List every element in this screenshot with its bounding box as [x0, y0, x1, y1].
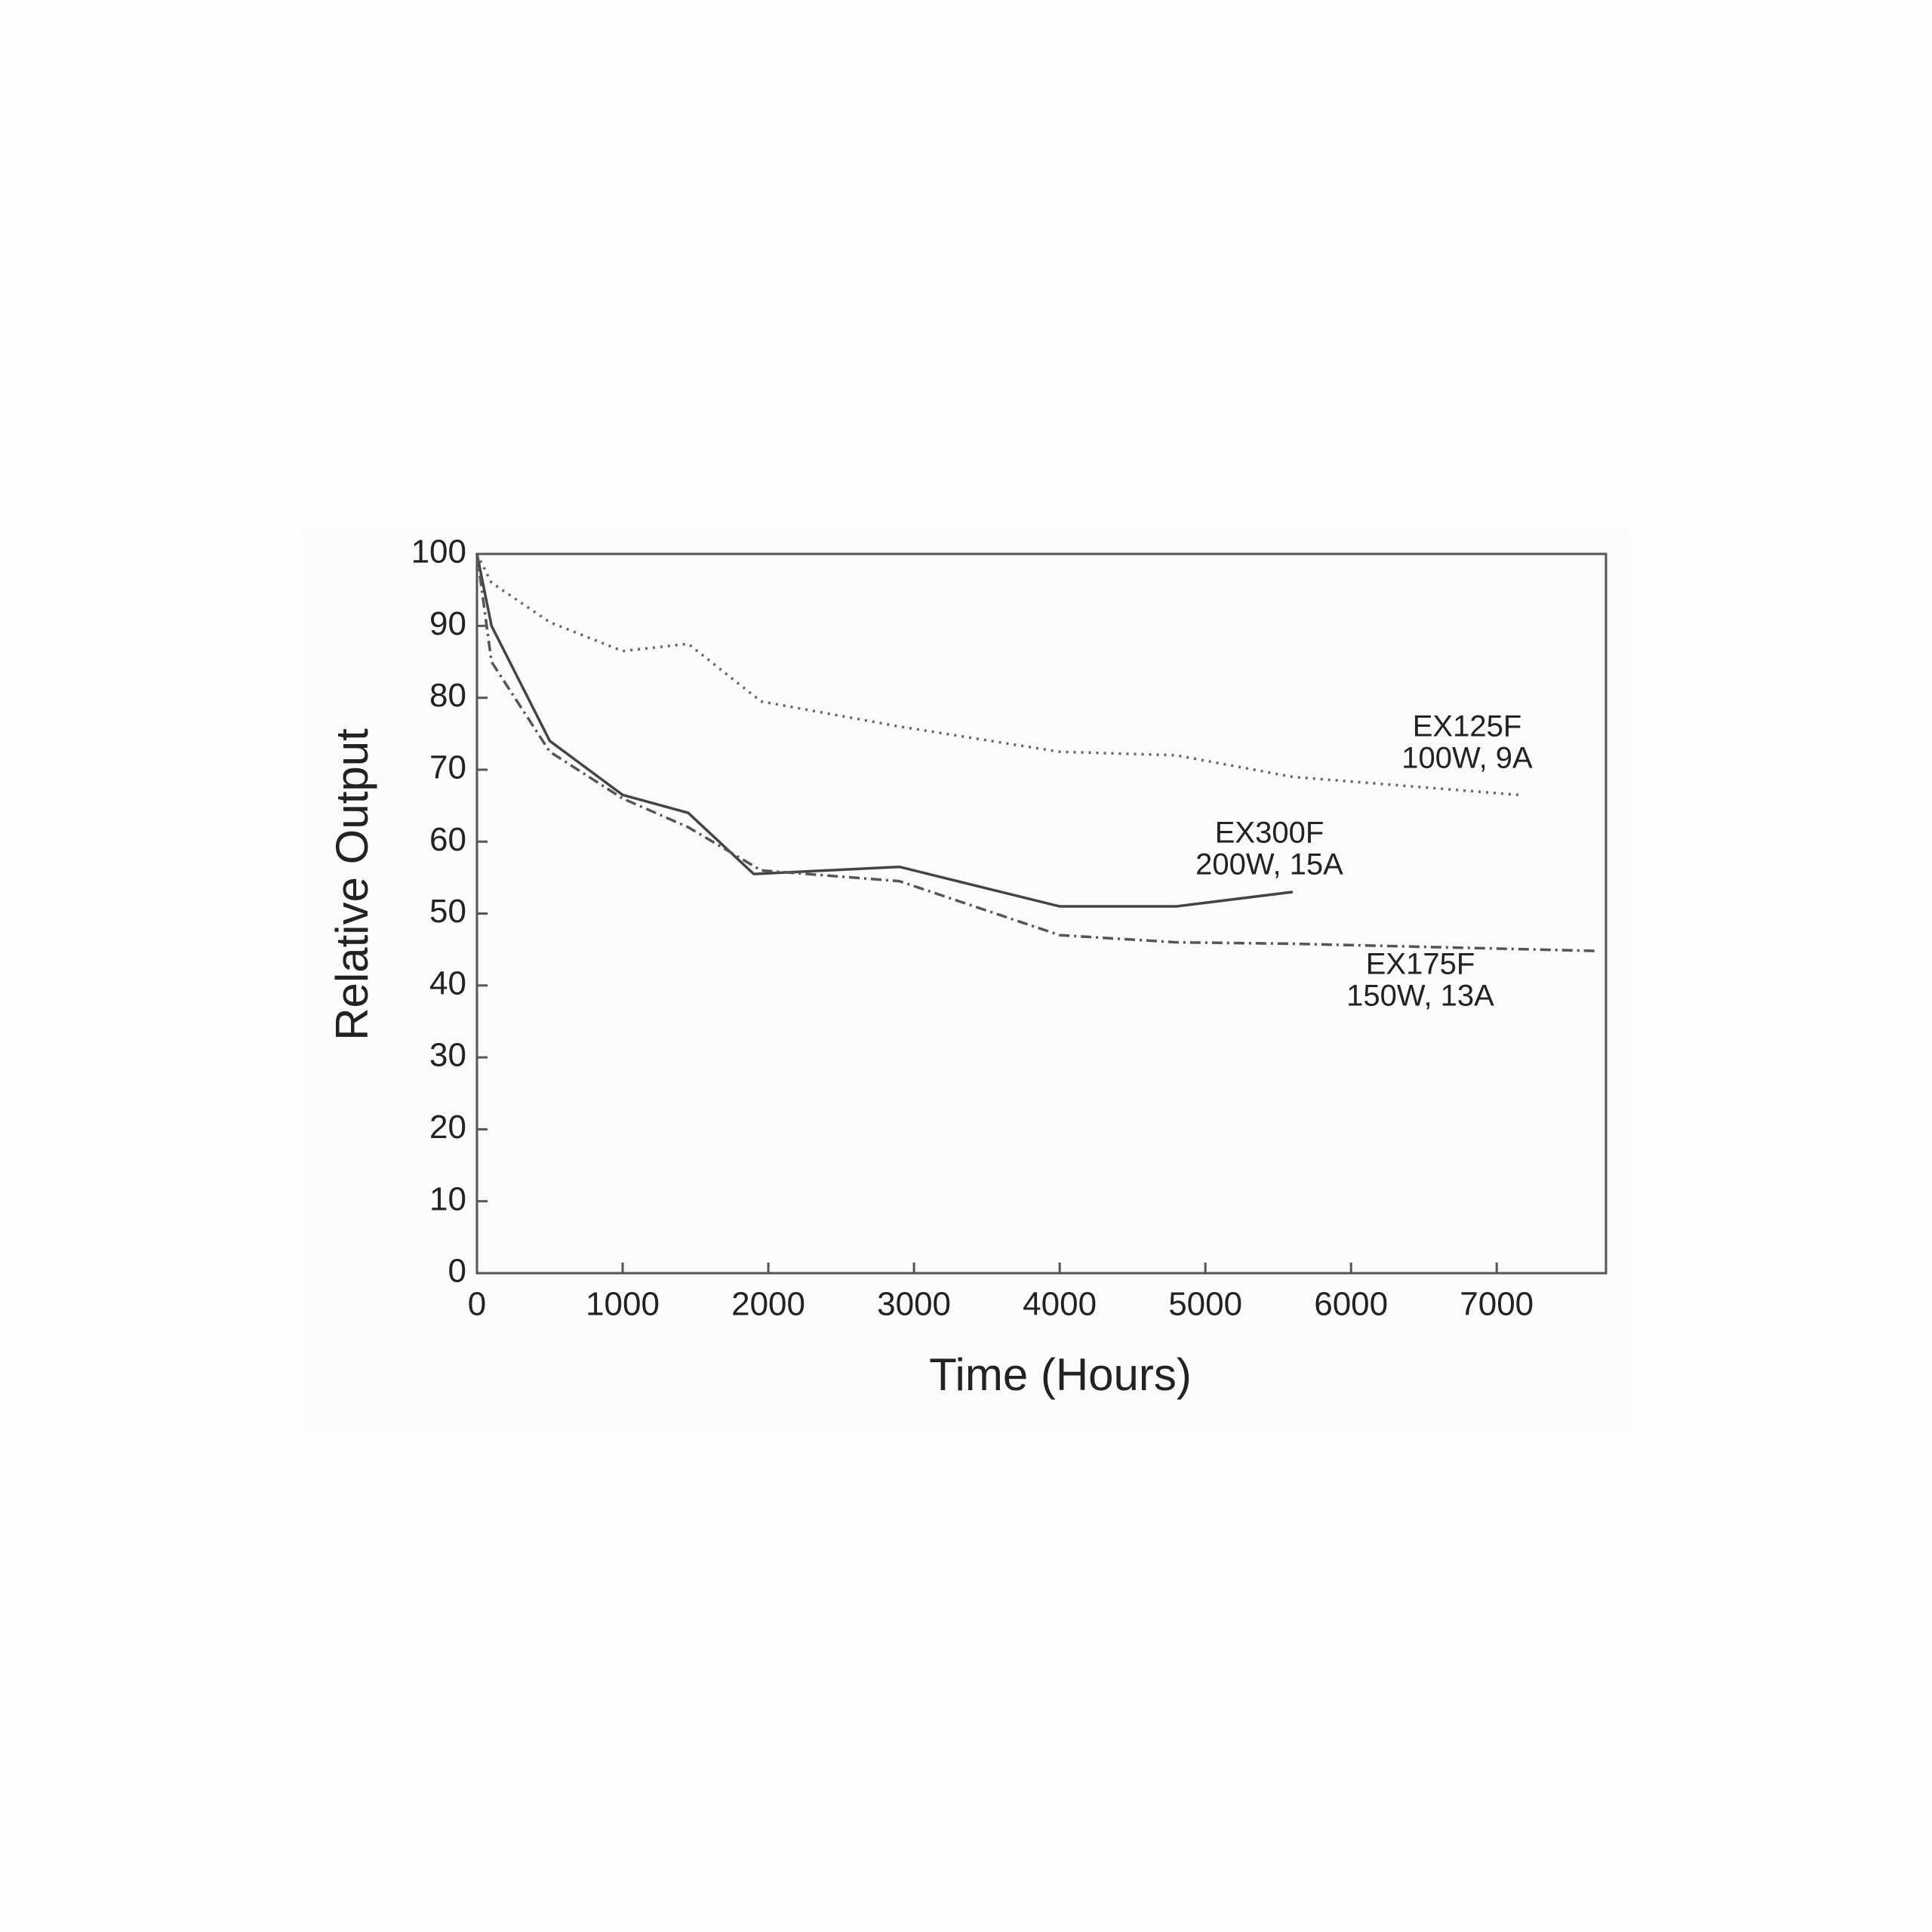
y-tick-label: 20 [429, 1109, 466, 1146]
y-tick-label: 60 [429, 821, 466, 858]
chart-background [302, 528, 1630, 1426]
x-tick-label: 3000 [877, 1286, 951, 1323]
y-tick-label: 80 [429, 677, 466, 714]
series-label: EX175F [1366, 948, 1475, 981]
x-tick-label: 6000 [1314, 1286, 1388, 1323]
x-tick-label: 0 [468, 1286, 486, 1323]
x-tick-label: 2000 [731, 1286, 805, 1323]
y-axis-title: Relative Output [327, 728, 377, 1041]
x-axis-title: Time (Hours) [929, 1349, 1192, 1400]
y-tick-label: 0 [448, 1253, 466, 1290]
y-tick-label: 70 [429, 749, 466, 786]
y-tick-label: 90 [429, 605, 466, 642]
y-tick-label: 50 [429, 893, 466, 930]
series-note: 200W, 15A [1195, 848, 1343, 881]
series-line [475, 553, 1294, 908]
y-tick-label: 40 [429, 964, 466, 1001]
x-tick-label: 4000 [1023, 1286, 1097, 1323]
x-tick-label: 7000 [1460, 1286, 1534, 1323]
series-note: 100W, 9A [1401, 742, 1533, 775]
y-tick-label: 10 [429, 1180, 466, 1217]
x-tick-label: 1000 [586, 1286, 660, 1323]
series-line [475, 553, 1519, 797]
series-label: EX300F [1215, 817, 1324, 850]
series-line [475, 553, 1599, 952]
y-tick-label: 30 [429, 1037, 466, 1074]
series-note: 150W, 13A [1346, 980, 1494, 1013]
y-tick-label: 100 [411, 534, 466, 571]
x-tick-label: 5000 [1168, 1286, 1242, 1323]
series-label: EX125F [1413, 710, 1522, 743]
